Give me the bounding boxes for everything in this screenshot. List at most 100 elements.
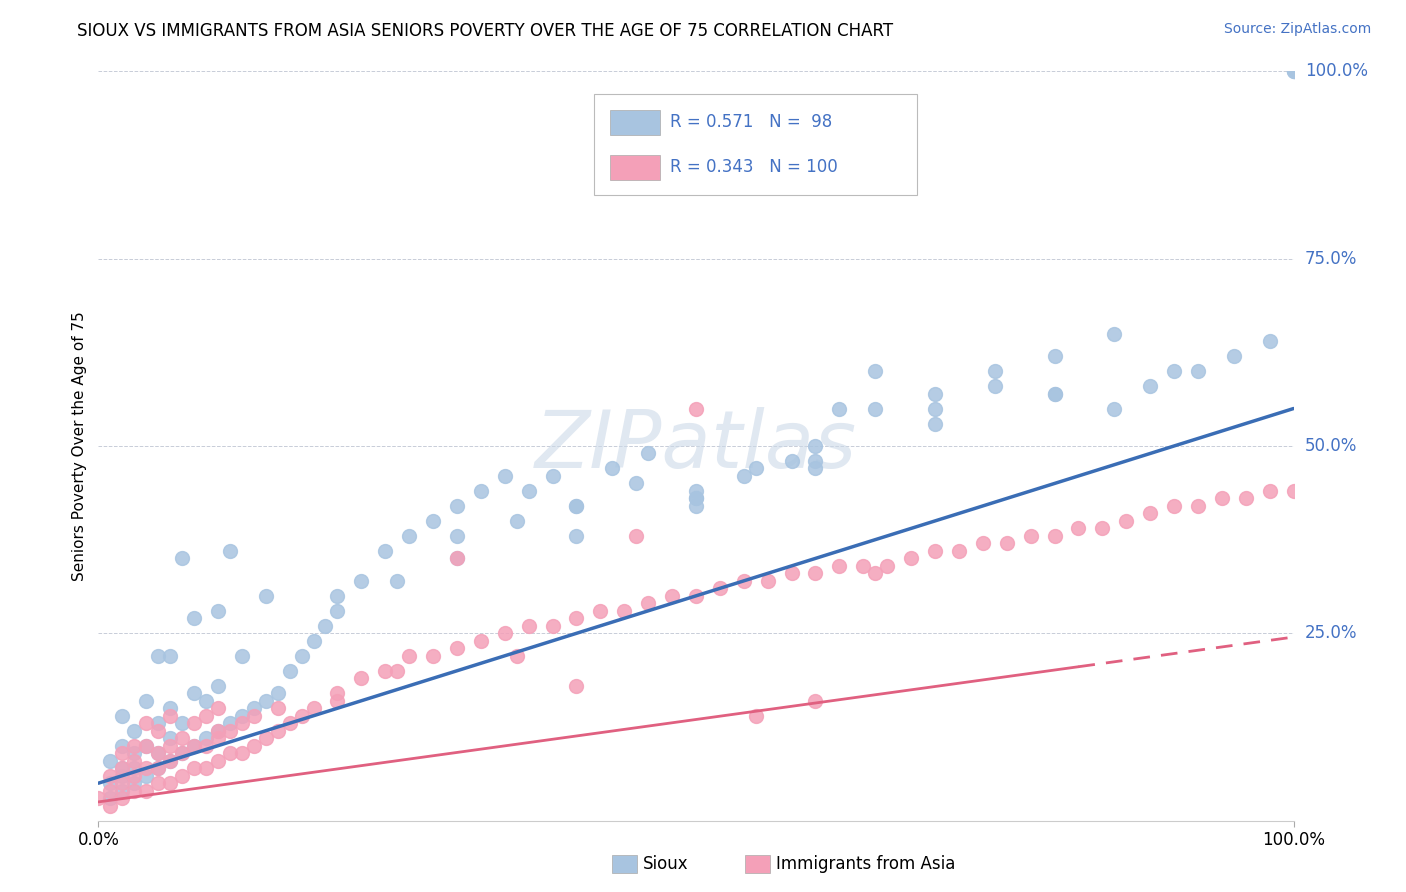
- Text: ZIPatlas: ZIPatlas: [534, 407, 858, 485]
- Point: [374, 544, 396, 558]
- Point: [219, 723, 242, 738]
- Point: [159, 776, 181, 790]
- Text: R = 0.571   N =  98: R = 0.571 N = 98: [669, 113, 832, 131]
- Point: [207, 701, 229, 715]
- Point: [1163, 364, 1185, 378]
- Point: [733, 574, 755, 588]
- Point: [626, 529, 648, 543]
- Point: [111, 708, 134, 723]
- Point: [446, 551, 468, 566]
- Point: [733, 469, 755, 483]
- Point: [804, 461, 827, 475]
- Point: [98, 776, 122, 790]
- Point: [661, 589, 683, 603]
- Point: [219, 746, 242, 760]
- Point: [135, 694, 157, 708]
- Point: [589, 604, 612, 618]
- Point: [195, 708, 218, 723]
- Point: [900, 551, 922, 566]
- Point: [924, 544, 946, 558]
- Point: [254, 694, 277, 708]
- Point: [470, 633, 492, 648]
- Point: [1043, 349, 1066, 363]
- Text: Sioux: Sioux: [643, 855, 688, 873]
- Point: [852, 558, 875, 573]
- Point: [1043, 386, 1066, 401]
- Point: [207, 731, 229, 746]
- Point: [1104, 326, 1126, 341]
- Point: [1211, 491, 1233, 506]
- Point: [98, 791, 122, 805]
- Point: [195, 739, 218, 753]
- Point: [398, 648, 420, 663]
- Point: [565, 611, 588, 625]
- Point: [231, 708, 253, 723]
- Point: [148, 648, 170, 663]
- Point: [565, 529, 588, 543]
- Point: [398, 529, 420, 543]
- Point: [1223, 349, 1246, 363]
- Point: [267, 686, 290, 700]
- Point: [124, 761, 146, 775]
- Point: [637, 596, 659, 610]
- Point: [804, 566, 827, 581]
- Text: 75.0%: 75.0%: [1305, 250, 1357, 268]
- Point: [780, 454, 803, 468]
- Point: [446, 641, 468, 656]
- Point: [995, 536, 1018, 550]
- Point: [148, 761, 170, 775]
- Point: [350, 671, 373, 685]
- Point: [243, 739, 266, 753]
- Point: [111, 761, 134, 775]
- Point: [685, 483, 707, 498]
- Point: [804, 439, 827, 453]
- Point: [326, 604, 349, 618]
- Point: [685, 499, 707, 513]
- Point: [517, 483, 540, 498]
- Point: [111, 769, 134, 783]
- Point: [541, 619, 564, 633]
- Point: [183, 686, 205, 700]
- Point: [231, 716, 253, 731]
- Point: [172, 746, 194, 760]
- Point: [1258, 483, 1281, 498]
- Point: [207, 723, 229, 738]
- Point: [1139, 379, 1161, 393]
- Point: [685, 589, 707, 603]
- Point: [291, 708, 314, 723]
- Point: [243, 701, 266, 715]
- Point: [278, 716, 301, 731]
- Point: [111, 791, 134, 805]
- Point: [254, 731, 277, 746]
- Point: [924, 401, 946, 416]
- Y-axis label: Seniors Poverty Over the Age of 75: Seniors Poverty Over the Age of 75: [72, 311, 87, 581]
- Point: [565, 499, 588, 513]
- Point: [1282, 64, 1305, 78]
- Point: [124, 769, 146, 783]
- Point: [385, 574, 409, 588]
- Point: [267, 701, 290, 715]
- Point: [278, 664, 301, 678]
- Point: [183, 611, 205, 625]
- Point: [267, 723, 290, 738]
- Point: [685, 491, 707, 506]
- Point: [148, 746, 170, 760]
- Point: [1163, 499, 1185, 513]
- Point: [984, 379, 1007, 393]
- Point: [254, 589, 277, 603]
- Text: 100.0%: 100.0%: [1305, 62, 1368, 80]
- Point: [494, 469, 516, 483]
- Text: 50.0%: 50.0%: [1305, 437, 1357, 455]
- Point: [494, 626, 516, 640]
- Point: [98, 798, 122, 813]
- Point: [124, 723, 146, 738]
- Point: [195, 731, 218, 746]
- Point: [828, 558, 851, 573]
- Point: [111, 761, 134, 775]
- Point: [1043, 386, 1066, 401]
- Point: [172, 731, 194, 746]
- Point: [446, 551, 468, 566]
- Point: [135, 739, 157, 753]
- Point: [124, 754, 146, 768]
- Point: [315, 619, 337, 633]
